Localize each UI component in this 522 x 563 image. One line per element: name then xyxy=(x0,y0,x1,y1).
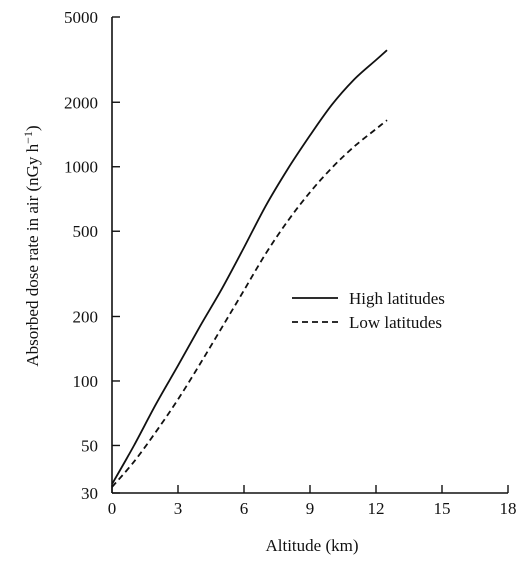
series-line-high-latitudes xyxy=(111,49,388,485)
x-tick-label: 15 xyxy=(434,499,451,518)
y-tick-label: 200 xyxy=(73,307,99,326)
y-tick-label: 100 xyxy=(73,372,99,391)
series-line-low-latitudes xyxy=(111,119,388,488)
y-tick-label: 30 xyxy=(81,484,98,503)
x-tick-label: 18 xyxy=(500,499,517,518)
x-tick-label: 0 xyxy=(108,499,117,518)
chart-axes xyxy=(111,17,508,494)
data-series xyxy=(111,49,388,488)
y-axis-label-main: Absorbed dose rate in air (nGy h xyxy=(23,143,42,366)
x-axis-label: Altitude (km) xyxy=(265,536,358,555)
y-tick-label: 5000 xyxy=(64,8,98,27)
legend-label-low-latitudes: Low latitudes xyxy=(349,313,442,332)
y-tick-label: 50 xyxy=(81,436,98,455)
y-tick-label: 500 xyxy=(73,222,99,241)
x-tick-label: 12 xyxy=(368,499,385,518)
y-tick-label: 1000 xyxy=(64,158,98,177)
x-tick-label: 9 xyxy=(306,499,315,518)
y-axis-ticks: 30 50 100 200 500 1000 2000 5000 xyxy=(64,8,120,503)
x-axis-ticks: 0 3 6 9 12 15 18 xyxy=(108,485,517,518)
legend: High latitudes Low latitudes xyxy=(292,289,445,332)
y-axis-label: Absorbed dose rate in air (nGy h−1) xyxy=(21,125,42,366)
y-axis-label-superscript: −1 xyxy=(21,131,35,144)
x-tick-label: 6 xyxy=(240,499,249,518)
y-axis-label-close: ) xyxy=(23,125,42,131)
x-tick-label: 3 xyxy=(174,499,183,518)
legend-label-high-latitudes: High latitudes xyxy=(349,289,445,308)
y-tick-label: 2000 xyxy=(64,93,98,112)
